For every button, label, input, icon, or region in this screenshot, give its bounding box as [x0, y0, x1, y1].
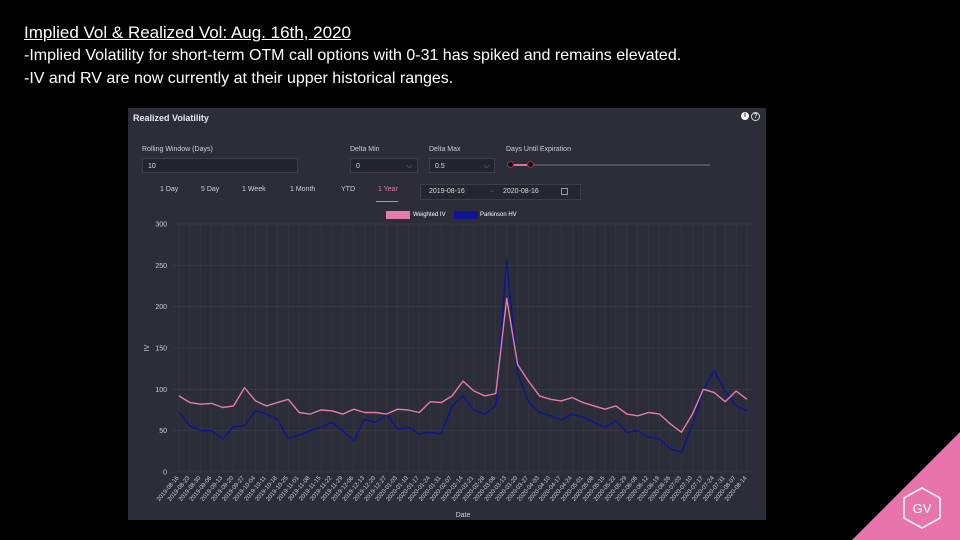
chevron-down-icon: ⌵: [483, 163, 489, 170]
delta-max-label: Delta Max: [429, 146, 461, 153]
rolling-window-label: Rolling Window (Days): [142, 146, 213, 153]
slide-title: Implied Vol & Realized Vol: Aug. 16th, 2…: [24, 23, 352, 42]
tab-1-day[interactable]: 1 Day: [160, 186, 179, 193]
date-from[interactable]: 2019-08-16: [429, 188, 465, 195]
tab-5-day[interactable]: 5 Day: [201, 186, 220, 193]
y-tick-label: 200: [155, 304, 167, 311]
y-axis-label: IV: [144, 344, 151, 351]
series-line-weighted-iv: [178, 297, 748, 433]
tab-1-month[interactable]: 1 Month: [290, 186, 316, 193]
legend-swatch-weighted-iv: [386, 211, 410, 219]
help-icon[interactable]: ?: [751, 112, 760, 121]
legend-swatch-parkinson-hv: [454, 211, 478, 219]
y-tick-label: 0: [163, 470, 167, 477]
calendar-icon[interactable]: [561, 188, 568, 195]
slide-bullet-2: -IV and RV are now currently at their up…: [24, 70, 454, 87]
tab-1-year[interactable]: 1 Year: [378, 186, 398, 193]
days-until-expiration-slider[interactable]: [507, 161, 710, 168]
hexagon-icon: [903, 487, 941, 529]
x-axis-label: Date: [456, 512, 471, 519]
tab-ytd[interactable]: YTD: [341, 186, 355, 193]
date-range-picker[interactable]: 2019-08-16 → 2020-08-16: [420, 184, 581, 200]
arrow-right-icon: →: [489, 188, 495, 194]
active-tab-indicator: [376, 201, 398, 202]
y-tick-label: 150: [155, 346, 167, 353]
slider-handle-min[interactable]: [507, 161, 514, 168]
y-tick-label: 100: [155, 387, 167, 394]
series-line-parkinson-hv: [178, 259, 748, 453]
delta-max-select[interactable]: 0.5 ⌵: [429, 158, 495, 173]
days-until-expiration-label: Days Until Expiration: [506, 146, 571, 153]
realized-volatility-panel: Realized Volatility i ? Rolling Window (…: [128, 108, 766, 520]
delta-min-label: Delta Min: [350, 146, 380, 153]
date-to[interactable]: 2020-08-16: [503, 188, 539, 195]
volatility-chart: 0501001502002503002019-08-162019-08-2320…: [144, 222, 753, 519]
delta-max-value: 0.5: [435, 163, 445, 170]
rolling-window-input[interactable]: 10: [142, 158, 298, 173]
delta-min-select[interactable]: 0 ⌵: [350, 158, 418, 173]
delta-min-value: 0: [356, 163, 360, 170]
legend-label-weighted-iv: Weighted IV: [413, 212, 446, 218]
y-tick-label: 300: [155, 222, 167, 229]
info-icon[interactable]: i: [741, 112, 749, 120]
slide-header: Implied Vol & Realized Vol: Aug. 16th, 2…: [24, 22, 924, 90]
slider-selected-range: [510, 164, 530, 166]
gv-logo: GV: [903, 487, 941, 529]
panel-title: Realized Volatility: [133, 113, 209, 123]
tab-1-week[interactable]: 1 Week: [242, 186, 266, 193]
slider-handle-max[interactable]: [527, 161, 534, 168]
legend-label-parkinson-hv: Parkinson HV: [480, 212, 517, 218]
slide-bullet-1: -Implied Volatility for short-term OTM c…: [24, 47, 682, 64]
logo-text: GV: [913, 501, 932, 516]
y-tick-label: 50: [159, 428, 167, 435]
panel-icons: i ?: [741, 112, 760, 121]
y-tick-label: 250: [155, 263, 167, 270]
chevron-down-icon: ⌵: [406, 163, 412, 170]
